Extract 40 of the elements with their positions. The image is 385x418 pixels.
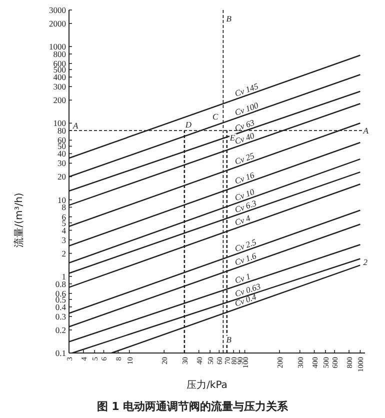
y-tick-label: 3 (62, 234, 66, 245)
y-tick-label: 0.1 (55, 348, 66, 358)
y-tick-label: 4 (62, 225, 67, 236)
y-tick-label: 300 (53, 82, 66, 92)
text: 图 1 电动两通调节阀的流量与压力关系 (96, 400, 290, 413)
y-tick-label: 0.8 (55, 278, 66, 289)
x-axis-title: 压力/kPa (186, 379, 228, 391)
annotation: A (362, 126, 370, 136)
annotation: B (226, 334, 232, 344)
text: Cv 145 (233, 80, 260, 99)
annotation: D (184, 120, 192, 130)
y-tick-label: 30 (58, 158, 66, 168)
annotation: B (226, 13, 232, 24)
y-tick-label: 6 (62, 212, 66, 222)
y-tick-label: 100 (53, 118, 66, 128)
y-tick-label: 0.3 (55, 311, 66, 322)
y-axis-title: 流量/(m³/h) (13, 192, 25, 248)
y-tick-label: 0.4 (55, 302, 67, 312)
annotation: A (72, 120, 79, 131)
y-tick-label: 20 (58, 172, 66, 182)
y-tick-label: 8 (62, 202, 66, 212)
annotation: C (212, 112, 219, 122)
text: Cv 100 (233, 100, 260, 118)
y-tick-label: 0.6 (55, 288, 66, 298)
y-tick-label: 2 (62, 248, 66, 258)
y-tick-label: 80 (58, 126, 66, 136)
y-tick-label: 3000 (49, 5, 66, 15)
y-tick-label: 1 (62, 271, 66, 282)
text: Cv 63 (233, 117, 256, 134)
y-tick-label: 200 (53, 95, 66, 106)
text: Cv 1 (233, 270, 252, 286)
y-tick-label: 40 (58, 148, 66, 159)
annotation: 2 (363, 256, 368, 267)
y-tick-label: 0.2 (55, 324, 66, 335)
text: Cv 16 (233, 170, 256, 186)
text: Cv 25 (233, 150, 256, 167)
y-tick-label: 2000 (49, 18, 66, 28)
y-tick-label: 400 (53, 72, 66, 82)
y-tick-label: 10 (58, 194, 66, 205)
text: Cv 4 (233, 212, 252, 228)
